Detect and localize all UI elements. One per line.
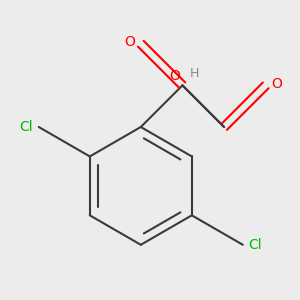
Text: O: O <box>124 35 135 49</box>
Text: Cl: Cl <box>248 238 262 252</box>
Text: Cl: Cl <box>20 120 33 134</box>
Text: O: O <box>271 76 282 91</box>
Text: O: O <box>169 69 180 82</box>
Text: H: H <box>190 67 199 80</box>
